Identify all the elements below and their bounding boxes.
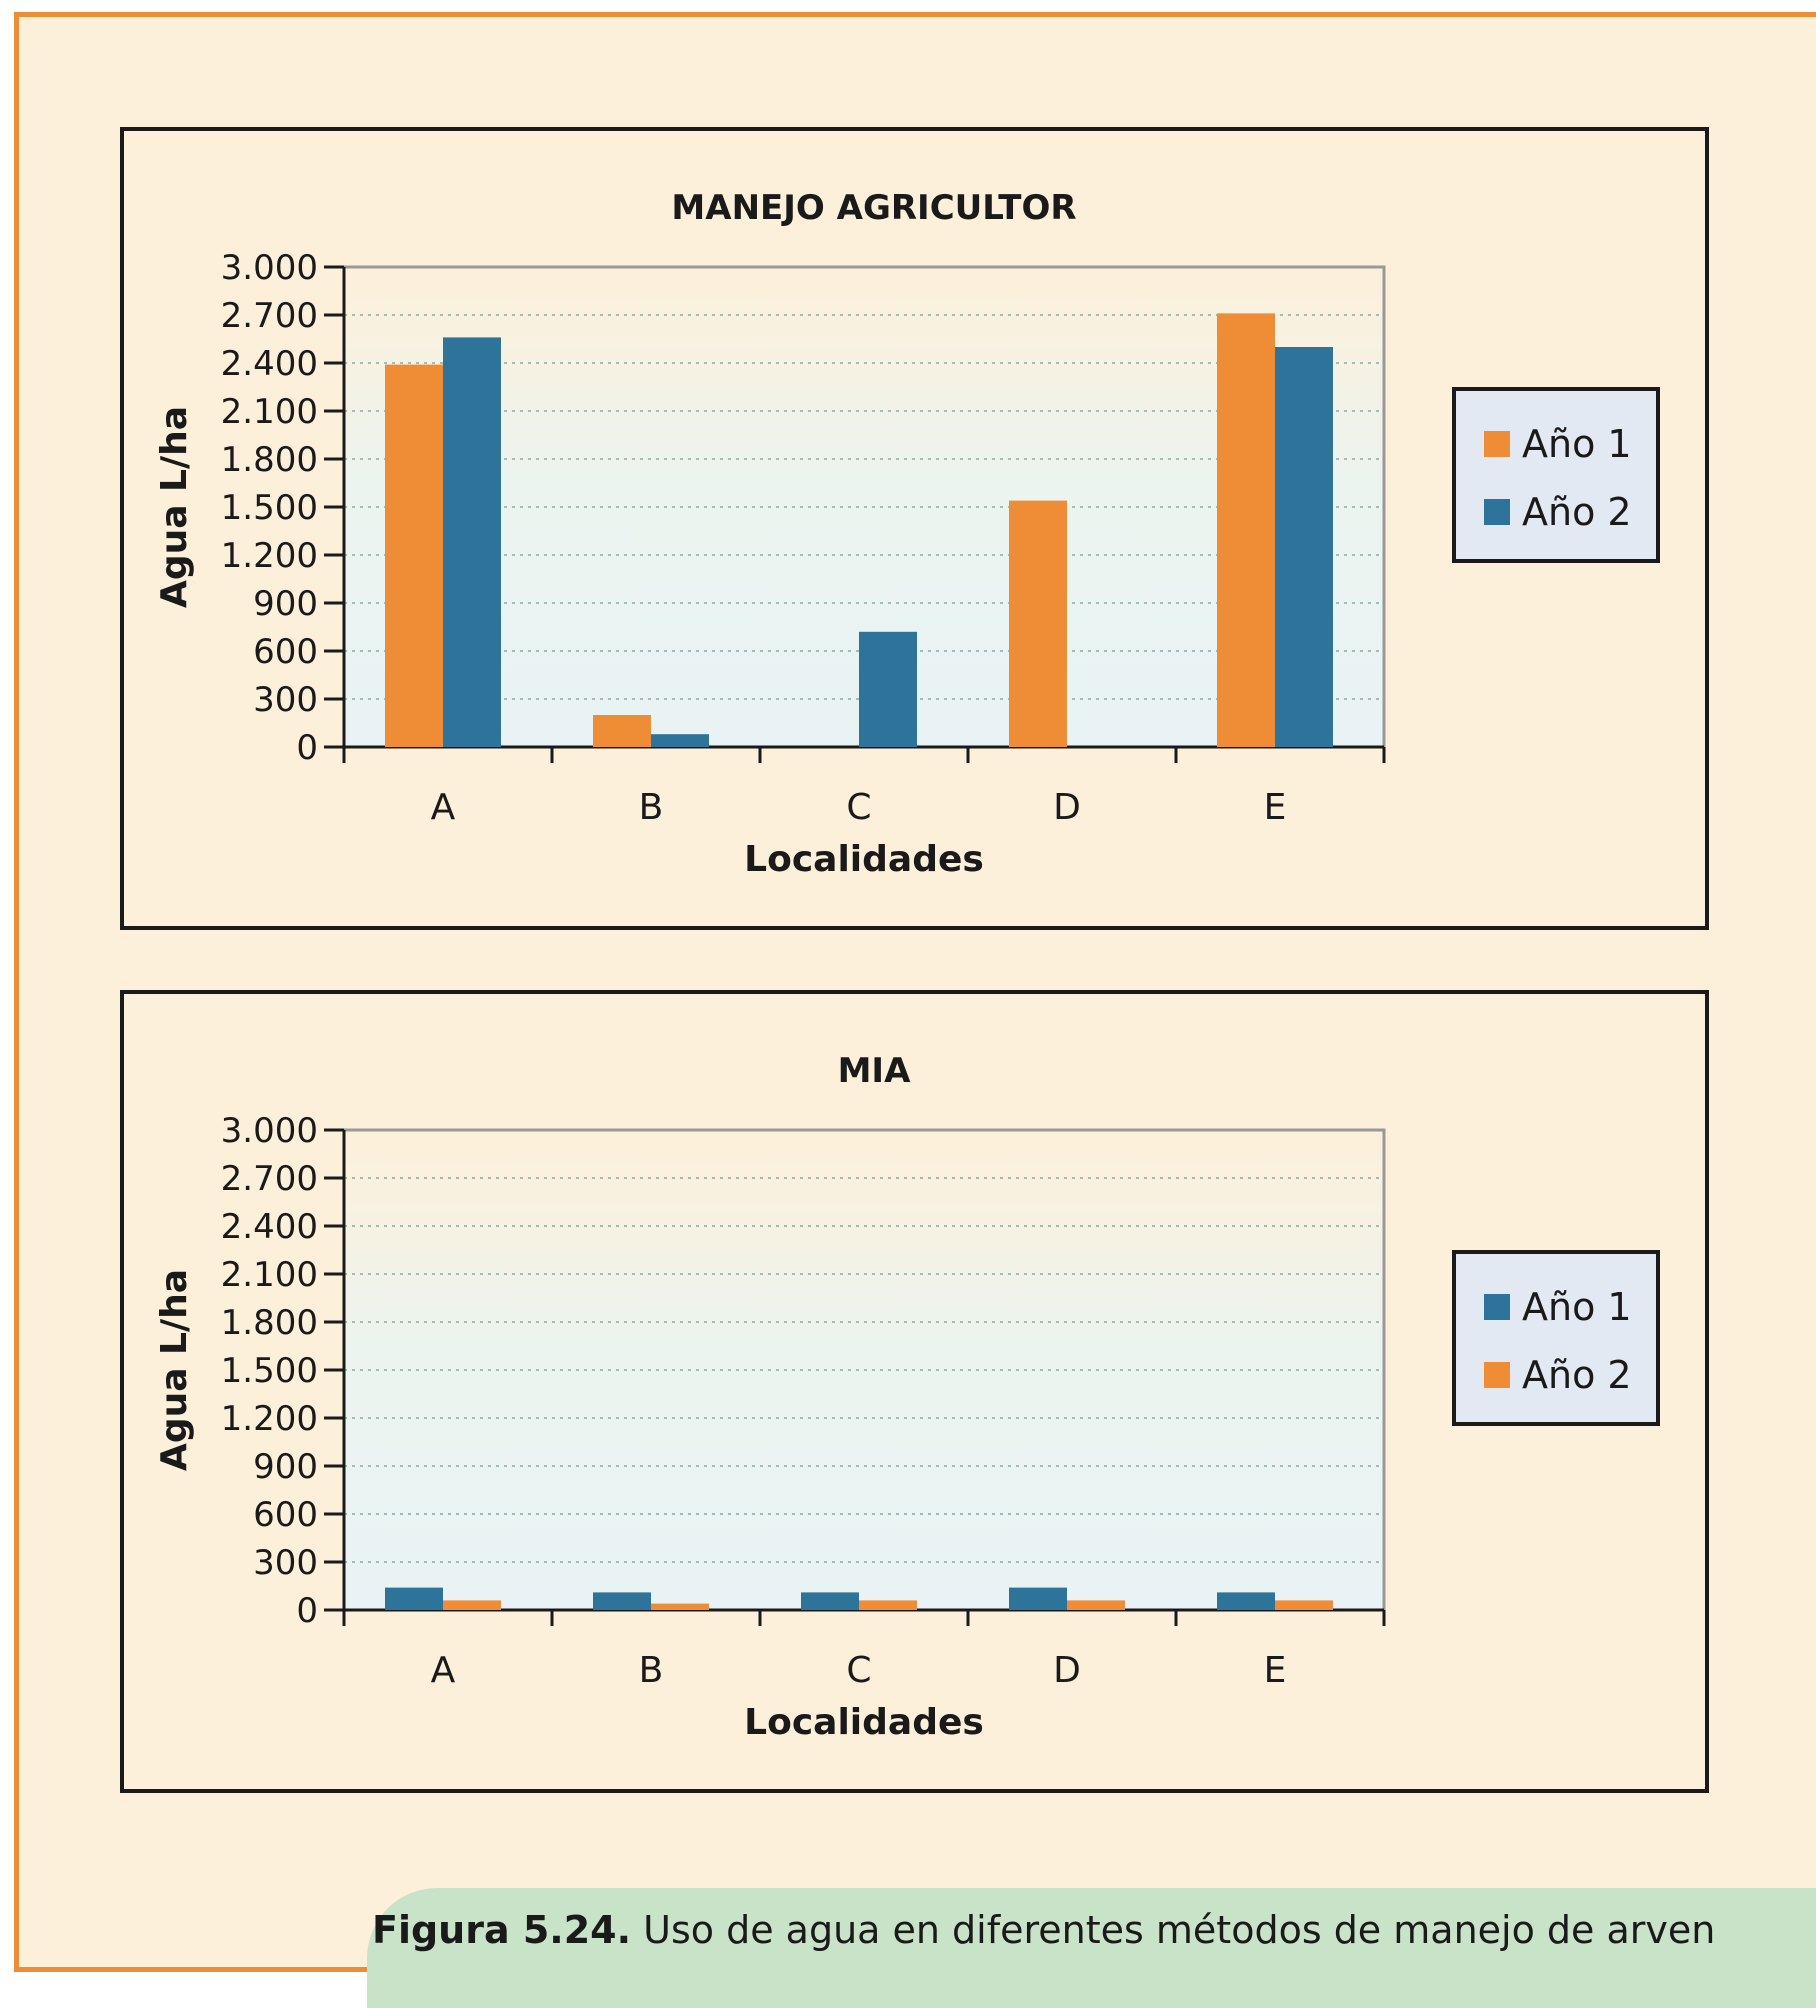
legend-swatch: [1484, 1294, 1510, 1320]
bar-a-1: [385, 1587, 443, 1610]
legend-box: [1452, 1250, 1660, 1426]
y-tick-label: 1.200: [221, 536, 318, 576]
bar-a-2: [443, 337, 501, 747]
x-tick-label: D: [1053, 787, 1081, 828]
y-axis-label: Agua L/ha: [154, 1269, 195, 1471]
bar-b-2: [651, 1603, 709, 1610]
chart-panel-mia: MIA 0 300 600 900 1.200 1.500 1.800 2.100 2.400 2.…: [120, 990, 1709, 1793]
bar-e-1: [1217, 313, 1275, 747]
y-tick-label: 0: [296, 728, 318, 768]
x-tick-label: A: [431, 1650, 456, 1691]
legend-swatch: [1484, 499, 1510, 525]
bar-a-2: [443, 1600, 501, 1610]
y-tick-label: 300: [253, 680, 318, 720]
y-tick-label: 0: [296, 1591, 318, 1631]
y-tick-label: 600: [253, 1495, 318, 1535]
legend-swatch: [1484, 431, 1510, 457]
x-axis-label: Localidades: [744, 1702, 984, 1743]
legend-box: [1452, 387, 1660, 563]
legend-label: Año 1: [1522, 1285, 1632, 1329]
y-tick-label: 1.800: [221, 440, 318, 480]
y-tick-label: 2.700: [221, 1159, 318, 1199]
y-tick-label: 2.400: [221, 1207, 318, 1247]
y-tick-label: 900: [253, 584, 318, 624]
bar-c-2: [859, 1600, 917, 1610]
legend: Año 1 Año 2: [1452, 1250, 1660, 1426]
bar-a-1: [385, 364, 443, 747]
y-axis-label: Agua L/ha: [154, 406, 195, 608]
legend-swatch: [1484, 1362, 1510, 1388]
x-axis-label: Localidades: [744, 839, 984, 880]
y-tick-label: 2.400: [221, 344, 318, 384]
y-tick-label: 900: [253, 1447, 318, 1487]
bar-d-1: [1009, 500, 1067, 747]
x-tick-label: B: [639, 1650, 664, 1691]
legend-label: Año 1: [1522, 422, 1632, 466]
x-tick-label: D: [1053, 1650, 1081, 1691]
chart-title: MANEJO AGRICULTOR: [671, 188, 1076, 228]
y-tick-label: 1.500: [221, 488, 318, 528]
chart-panel-agricultor: MANEJO AGRICULTOR 0 300 600 900 1.200 1.500 1.8…: [120, 127, 1709, 930]
bar-d-2: [1067, 1600, 1125, 1610]
chart-title: MIA: [838, 1051, 911, 1091]
legend: Año 1 Año 2: [1452, 387, 1660, 563]
legend-label: Año 2: [1522, 1353, 1632, 1397]
y-tick-label: 1.800: [221, 1303, 318, 1343]
y-tick-label: 2.100: [221, 1255, 318, 1295]
x-tick-label: A: [431, 787, 456, 828]
bar-e-1: [1217, 1592, 1275, 1610]
caption-label: Figura 5.24.: [372, 1908, 632, 1952]
x-tick-label: C: [846, 787, 871, 828]
bar-c-2: [859, 631, 917, 747]
x-tick-label: C: [846, 1650, 871, 1691]
bar-b-1: [593, 715, 651, 747]
y-tick-label: 600: [253, 632, 318, 672]
figure-caption: Figura 5.24. Uso de agua en diferentes m…: [372, 1908, 1715, 1952]
chart-svg-agricultor: MANEJO AGRICULTOR 0 300 600 900 1.200 1.500 1.8…: [154, 188, 1660, 880]
caption-body: Uso de agua en diferentes métodos de man…: [643, 1908, 1716, 1952]
bar-e-2: [1275, 1600, 1333, 1610]
y-tick-label: 1.200: [221, 1399, 318, 1439]
bar-b-2: [651, 734, 709, 747]
bar-c-1: [801, 1592, 859, 1610]
x-tick-label: E: [1264, 787, 1287, 828]
y-tick-label: 2.100: [221, 392, 318, 432]
y-tick-label: 3.000: [221, 248, 318, 288]
y-tick-label: 2.700: [221, 296, 318, 336]
x-tick-label: B: [639, 787, 664, 828]
legend-label: Año 2: [1522, 490, 1632, 534]
bar-e-2: [1275, 347, 1333, 747]
bar-d-1: [1009, 1587, 1067, 1610]
bar-b-1: [593, 1592, 651, 1610]
chart-svg-mia: MIA 0 300 600 900 1.200 1.500 1.800 2.100 2.400 2.…: [154, 1051, 1660, 1743]
x-tick-label: E: [1264, 1650, 1287, 1691]
y-tick-label: 3.000: [221, 1111, 318, 1151]
y-tick-label: 1.500: [221, 1351, 318, 1391]
y-tick-label: 300: [253, 1543, 318, 1583]
